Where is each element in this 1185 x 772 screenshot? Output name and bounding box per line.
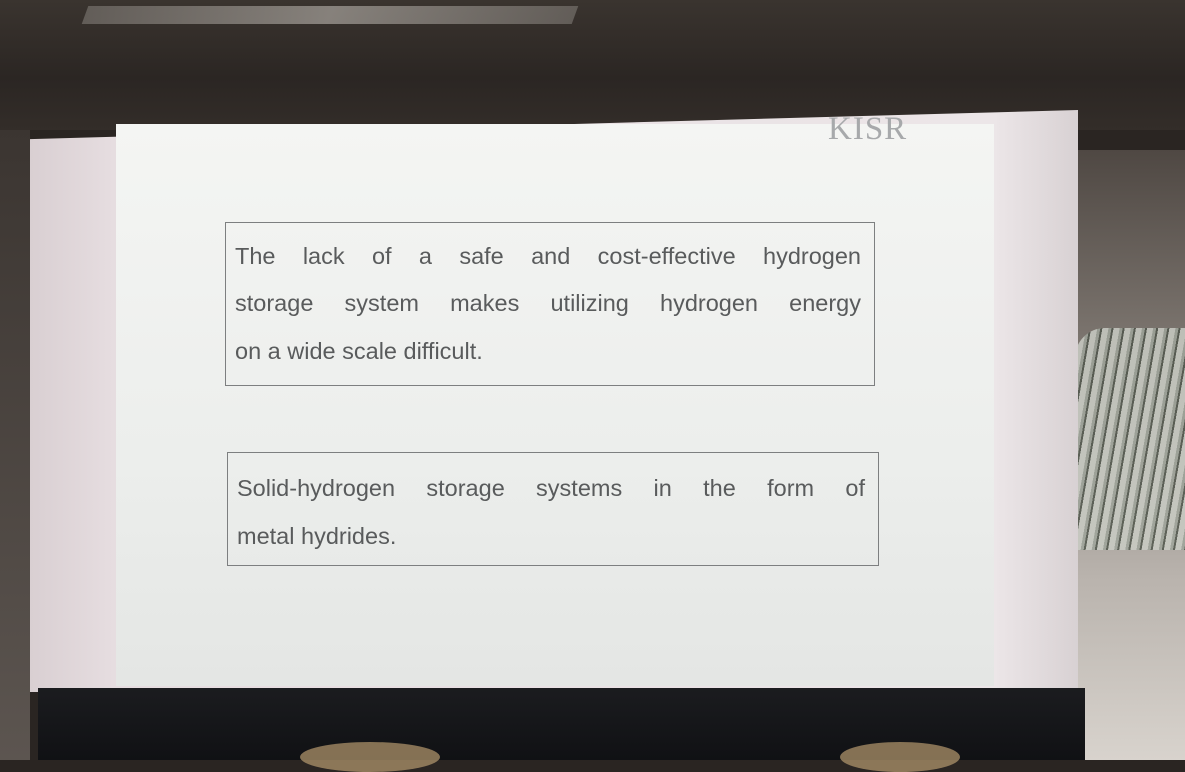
- light-reflection: [300, 742, 440, 772]
- text-line: metal hydrides.: [237, 523, 865, 550]
- text-box: Solid-hydrogen storage systems in the fo…: [227, 452, 879, 566]
- text-box: The lack of a safe and cost-effective hy…: [225, 222, 875, 386]
- text-line: on a wide scale difficult.: [235, 338, 861, 365]
- text-line: storage system makes utilizing hydrogen …: [235, 290, 861, 317]
- wall: [0, 130, 30, 760]
- page: KISR The lack of a safe and cost-effecti…: [0, 0, 1185, 760]
- logo: KISR: [828, 111, 907, 148]
- text-line: The lack of a safe and cost-effective hy…: [235, 243, 861, 270]
- text-line: Solid-hydrogen storage systems in the fo…: [237, 475, 865, 502]
- wall-picture: [1075, 328, 1185, 550]
- light-reflection: [840, 742, 960, 772]
- ceiling-light: [82, 6, 579, 24]
- slide: [116, 124, 994, 686]
